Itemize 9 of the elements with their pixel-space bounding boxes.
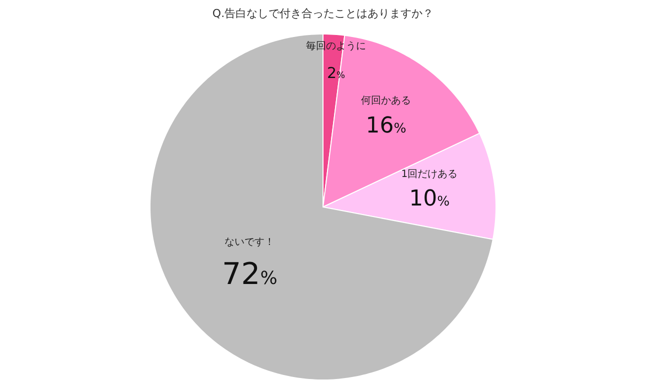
data-label: 72% bbox=[222, 257, 278, 292]
slice-label: 1回だけある bbox=[401, 169, 458, 180]
data-label: 16% bbox=[366, 113, 406, 138]
pie-slice bbox=[150, 34, 494, 380]
chart-title: Q.告白なしで付き合ったことはありますか？ bbox=[212, 7, 434, 20]
data-label: 10% bbox=[409, 186, 450, 212]
slice-label: 何回かある bbox=[361, 96, 412, 107]
slice-label: ないです！ bbox=[224, 237, 275, 248]
data-label: 2% bbox=[326, 64, 346, 82]
